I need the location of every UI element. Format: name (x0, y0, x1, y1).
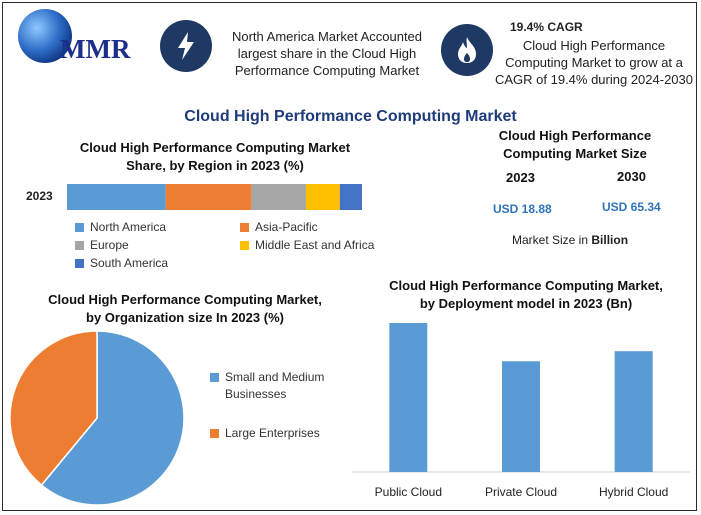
deployment-tick-label: Private Cloud (485, 485, 557, 499)
market-size-2030-value: USD 65.34 (602, 200, 661, 214)
legend-north-america: North America (75, 220, 166, 234)
infographic-frame (2, 2, 697, 511)
legend-swatch (210, 373, 219, 382)
legend-europe: Europe (75, 238, 129, 252)
legend-swatch (75, 240, 84, 250)
region-bar-segment-south-america (339, 184, 362, 210)
flame-icon (441, 24, 493, 76)
legend-label: Large Enterprises (225, 426, 320, 440)
deployment-tick-label: Hybrid Cloud (599, 485, 668, 499)
region-bar-segment-asia-pacific (165, 184, 252, 210)
region-bar-segment-north-america (67, 184, 166, 210)
region-stacked-bar (67, 184, 362, 210)
unit-note-prefix: Market Size in (512, 233, 592, 247)
region-chart-title: Cloud High Performance Computing Market … (79, 140, 351, 173)
deployment-bar-chart: Public Cloud Private Cloud Hybrid Cloud (352, 323, 690, 499)
region-bar-segment-middle-east-and-africa (305, 184, 340, 210)
globe-logo-icon (18, 9, 72, 63)
deployment-bar-public-cloud (389, 323, 428, 472)
pie-slice-large-enterprises (9, 330, 98, 487)
deployment-bar-private-cloud (502, 361, 540, 472)
legend-swatch (75, 258, 84, 268)
brand-logo-text: MMR (60, 34, 131, 64)
deployment-chart-title: Cloud High Performance Computing Market,… (389, 278, 663, 311)
deployment-tick-label: Public Cloud (375, 485, 442, 499)
north-america-fact: North America Market Accounted largest s… (231, 29, 423, 78)
legend-middle-east-africa: Middle East and Africa (240, 238, 374, 252)
legend-label: Small and Medium Businesses (225, 370, 325, 401)
legend-swatch (75, 222, 84, 232)
market-size-2023-value: USD 18.88 (493, 202, 552, 216)
organization-chart-title: Cloud High Performance Computing Market,… (48, 292, 322, 325)
legend-label: Europe (90, 238, 129, 252)
deployment-bar-hybrid-cloud (614, 351, 653, 472)
lightning-icon (160, 20, 212, 72)
cagr-fact: Cloud High Performance Computing Market … (494, 38, 693, 87)
pie-slice-small-and-medium-businesses (40, 330, 185, 506)
legend-swatch (240, 222, 249, 232)
cagr-title: 19.4% CAGR (510, 20, 583, 34)
legend-small-medium: Small and Medium Businesses (210, 369, 340, 403)
region-bar-category-label: 2023 (26, 189, 53, 203)
organization-pie-chart (9, 330, 185, 506)
legend-south-america: South America (75, 256, 168, 270)
region-bar-segment-europe (251, 184, 306, 210)
legend-label: North America (90, 220, 167, 234)
legend-large-enterprises: Large Enterprises (210, 426, 320, 440)
year-2023-label: 2023 (506, 170, 535, 185)
market-size-unit-note: Market Size in Billion (512, 233, 628, 247)
legend-swatch (210, 428, 219, 438)
market-size-title: Cloud High Performance Computing Market … (498, 128, 652, 161)
legend-swatch (240, 240, 249, 250)
unit-note-bold: Billion (591, 233, 629, 247)
legend-label: South America (90, 256, 169, 270)
page-title: Cloud High Performance Computing Market (184, 108, 517, 125)
legend-asia-pacific: Asia-Pacific (240, 220, 318, 234)
year-2030-label: 2030 (617, 169, 646, 184)
legend-label: Asia-Pacific (255, 220, 318, 234)
legend-label: Middle East and Africa (255, 238, 375, 252)
